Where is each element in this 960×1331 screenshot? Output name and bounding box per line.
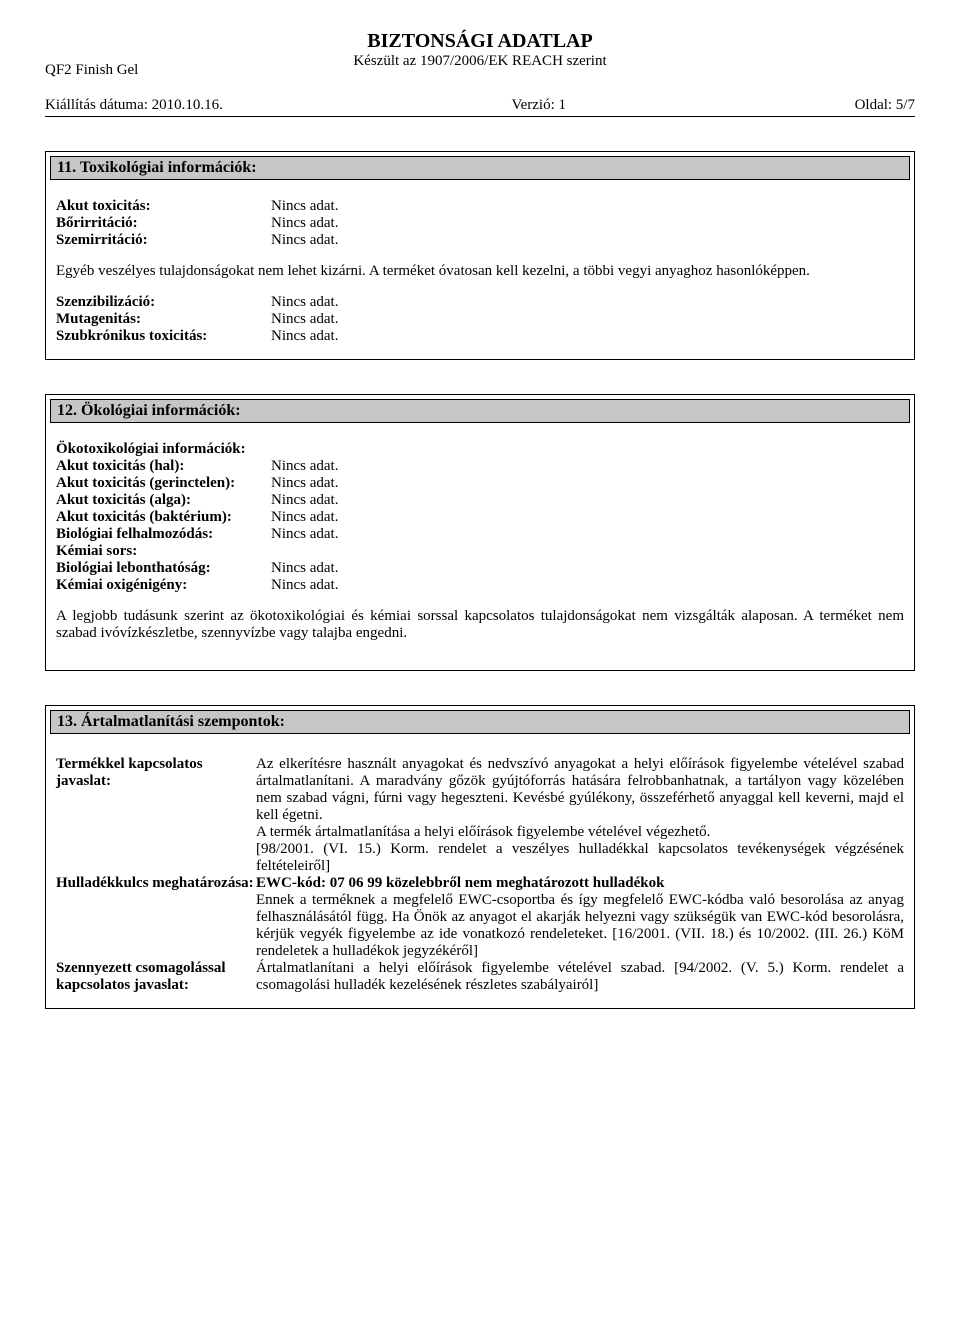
kv-value: Nincs adat. [271, 328, 904, 345]
kv-value: Nincs adat. [271, 311, 904, 328]
kv-value: Nincs adat. [271, 509, 904, 526]
kv-label: Biológiai lebonthatóság: [56, 560, 271, 577]
page-number: Oldal: 5/7 [855, 97, 915, 114]
kv-value: Nincs adat. [271, 232, 904, 249]
kv-value: Nincs adat. [271, 198, 904, 215]
kv-label: Szubkrónikus toxicitás: [56, 328, 271, 345]
kv-label: Akut toxicitás: [56, 198, 271, 215]
kv-label: Akut toxicitás (gerinctelen): [56, 475, 271, 492]
kv-label: Szemirritáció: [56, 232, 271, 249]
section-12: 12. Ökológiai információk: Ökotoxikológi… [45, 394, 915, 671]
kv-value [271, 543, 904, 560]
kv-row: Kémiai oxigénigény: Nincs adat. [56, 577, 904, 594]
kv-value: Nincs adat. [271, 560, 904, 577]
kv-row: Akut toxicitás: Nincs adat. [56, 198, 904, 215]
kv-value: Nincs adat. [271, 526, 904, 543]
doc-title: BIZTONSÁGI ADATLAP [45, 30, 915, 53]
meta-row: Kiállítás dátuma: 2010.10.16. Verzió: 1 … [45, 97, 915, 117]
kv-value: Nincs adat. [271, 294, 904, 311]
s11-paragraph: Egyéb veszélyes tulajdonságokat nem lehe… [56, 263, 904, 280]
ewc-code: EWC-kód: 07 06 99 közelebbről nem meghat… [256, 875, 664, 891]
s13-item: Hulladékkulcs meghatározása: EWC-kód: 07… [56, 875, 904, 960]
s13-text: Ártalmatlanítani a helyi előírások figye… [256, 960, 904, 993]
section-12-title: 12. Ökológiai információk: [50, 399, 910, 423]
kv-row: Szenzibilizáció: Nincs adat. [56, 294, 904, 311]
kv-row: Szemirritáció: Nincs adat. [56, 232, 904, 249]
kv-label: Biológiai felhalmozódás: [56, 526, 271, 543]
kv-row: Akut toxicitás (gerinctelen): Nincs adat… [56, 475, 904, 492]
kv-row: Mutagenitás: Nincs adat. [56, 311, 904, 328]
issue-date: Kiállítás dátuma: 2010.10.16. [45, 97, 223, 114]
kv-row: Biológiai lebonthatóság: Nincs adat. [56, 560, 904, 577]
kv-row: Bőrirritáció: Nincs adat. [56, 215, 904, 232]
kv-row: Akut toxicitás (alga): Nincs adat. [56, 492, 904, 509]
kv-row: Kémiai sors: [56, 543, 904, 560]
kv-label: Akut toxicitás (hal): [56, 458, 271, 475]
section-11: 11. Toxikológiai információk: Akut toxic… [45, 151, 915, 360]
kv-row: Szubkrónikus toxicitás: Nincs adat. [56, 328, 904, 345]
version: Verzió: 1 [511, 97, 566, 114]
s13-item: Szennyezett csomagolással kapcsolatos ja… [56, 960, 904, 994]
kv-value: Nincs adat. [271, 475, 904, 492]
s12-subtitle: Ökotoxikológiai információk: [56, 441, 904, 458]
kv-row: Akut toxicitás (baktérium): Nincs adat. [56, 509, 904, 526]
kv-label: Kémiai oxigénigény: [56, 577, 271, 594]
s13-text3: [98/2001. (VI. 15.) Korm. rendelet a ves… [256, 841, 904, 874]
s12-paragraph: A legjobb tudásunk szerint az ökotoxikol… [56, 608, 904, 642]
kv-label: Szennyezett csomagolással kapcsolatos ja… [56, 960, 256, 994]
s13-text: Az elkerítésre használt anyagokat és ned… [256, 756, 904, 823]
kv-label: Kémiai sors: [56, 543, 271, 560]
kv-label: Mutagenitás: [56, 311, 271, 328]
section-13-title: 13. Ártalmatlanítási szempontok: [50, 710, 910, 734]
kv-value: Az elkerítésre használt anyagokat és ned… [256, 756, 904, 875]
s13-item: Termékkel kapcsolatos javaslat: Az elker… [56, 756, 904, 875]
kv-value: Nincs adat. [271, 215, 904, 232]
s13-text2: A termék ártalmatlanítása a helyi előírá… [256, 824, 710, 840]
section-11-title: 11. Toxikológiai információk: [50, 156, 910, 180]
s13-text: Ennek a terméknek a megfelelő EWC-csopor… [256, 892, 904, 959]
kv-value: Ártalmatlanítani a helyi előírások figye… [256, 960, 904, 994]
document-header: BIZTONSÁGI ADATLAP Készült az 1907/2006/… [45, 30, 915, 117]
kv-label: Akut toxicitás (baktérium): [56, 509, 271, 526]
kv-label: Bőrirritáció: [56, 215, 271, 232]
kv-label: Akut toxicitás (alga): [56, 492, 271, 509]
kv-label: Termékkel kapcsolatos javaslat: [56, 756, 256, 875]
kv-label: Hulladékkulcs meghatározása: [56, 875, 256, 960]
kv-label: Szenzibilizáció: [56, 294, 271, 311]
kv-row: Akut toxicitás (hal): Nincs adat. [56, 458, 904, 475]
kv-value: Nincs adat. [271, 577, 904, 594]
kv-row: Biológiai felhalmozódás: Nincs adat. [56, 526, 904, 543]
kv-value: Nincs adat. [271, 492, 904, 509]
kv-value: EWC-kód: 07 06 99 közelebbről nem meghat… [256, 875, 904, 960]
section-13: 13. Ártalmatlanítási szempontok: Termékk… [45, 705, 915, 1009]
kv-value: Nincs adat. [271, 458, 904, 475]
